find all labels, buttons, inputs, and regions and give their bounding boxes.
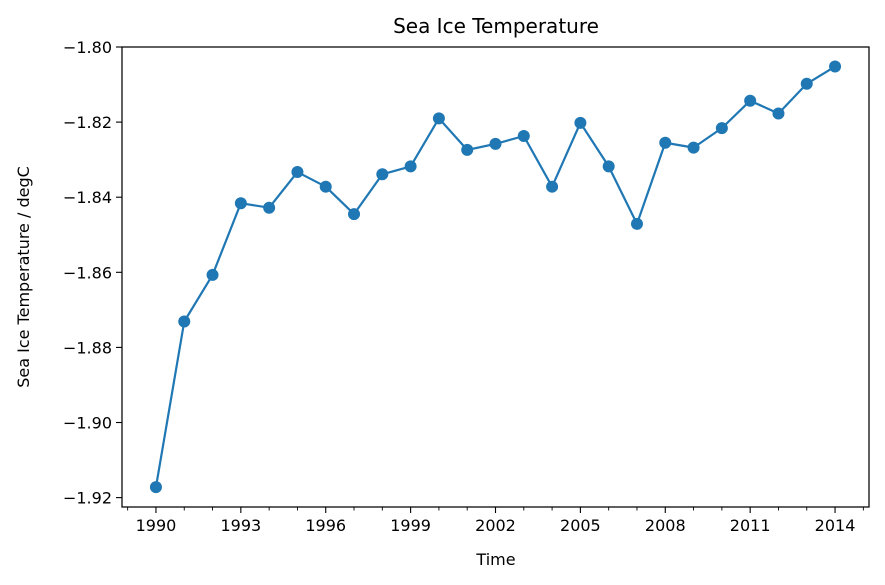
y-tick-label: −1.90 <box>63 414 112 433</box>
data-point <box>149 481 162 494</box>
y-tick-label: −1.84 <box>63 188 112 207</box>
x-tick-label: 2008 <box>645 516 686 535</box>
x-tick-label: 2002 <box>475 516 516 535</box>
data-point <box>829 60 842 73</box>
data-point <box>319 180 332 193</box>
data-point <box>715 122 728 135</box>
x-tick-label: 2011 <box>730 516 771 535</box>
data-point <box>659 136 672 149</box>
data-point <box>602 160 615 173</box>
data-point <box>263 201 276 214</box>
y-tick-label: −1.80 <box>63 38 112 57</box>
data-point <box>234 197 247 210</box>
data-point <box>404 160 417 173</box>
data-point <box>800 77 813 90</box>
y-tick-label: −1.88 <box>63 338 112 357</box>
data-point <box>432 112 445 125</box>
y-tick-label: −1.86 <box>63 263 112 282</box>
x-tick-label: 2005 <box>560 516 601 535</box>
data-point <box>376 168 389 181</box>
data-point <box>178 315 191 328</box>
data-point <box>489 137 502 150</box>
data-point <box>630 217 643 230</box>
x-tick-label: 1990 <box>136 516 177 535</box>
data-point <box>461 143 474 156</box>
x-tick-label: 1996 <box>305 516 346 535</box>
data-point <box>687 141 700 154</box>
y-axis-title: Sea Ice Temperature / degC <box>14 166 33 388</box>
x-axis-title: Time <box>475 550 515 569</box>
series-layer <box>149 60 842 494</box>
data-point <box>517 129 530 142</box>
data-point <box>574 116 587 129</box>
data-point <box>291 166 304 179</box>
data-point <box>744 94 757 107</box>
chart-title: Sea Ice Temperature <box>393 14 599 38</box>
data-point <box>206 268 219 281</box>
axes: −1.92 −1.90 −1.88 −1.86 −1.84 −1.82 −1.80 1990 1… <box>63 38 864 535</box>
x-tick-label: 1993 <box>220 516 261 535</box>
x-tick-label: 2014 <box>815 516 856 535</box>
x-tick-label: 1999 <box>390 516 431 535</box>
y-tick-label: −1.92 <box>63 489 112 508</box>
data-point <box>348 208 361 221</box>
y-tick-label: −1.82 <box>63 113 112 132</box>
data-point <box>546 180 559 193</box>
data-point <box>772 107 785 120</box>
plot-frame <box>121 46 870 508</box>
